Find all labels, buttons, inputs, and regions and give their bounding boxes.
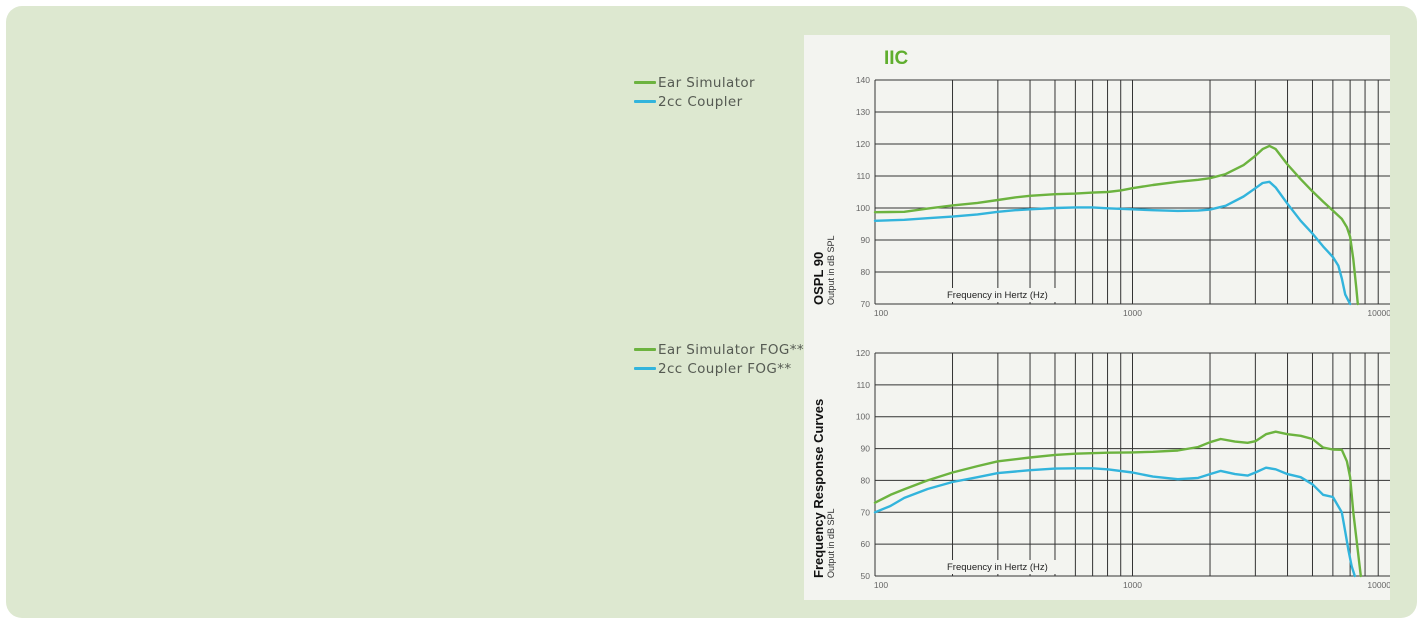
y-tick-label: 140 bbox=[856, 75, 870, 85]
x-axis-label: Frequency in Hertz (Hz) bbox=[947, 290, 1048, 301]
legend-label: 2cc Coupler bbox=[658, 93, 743, 110]
legend-swatch-green bbox=[634, 81, 656, 84]
top-chart-ylabel: Output in dB SPL bbox=[826, 235, 836, 305]
y-tick-label: 70 bbox=[861, 299, 871, 309]
legend-swatch-blue bbox=[634, 367, 656, 370]
legend-label: Ear Simulator bbox=[658, 74, 755, 91]
y-tick-label: 50 bbox=[861, 571, 871, 581]
series-line-blue bbox=[873, 180, 1352, 306]
top-chart-axis-title: OSPL 90 Output in dB SPL bbox=[811, 235, 837, 305]
x-tick-label: 10000 bbox=[1367, 580, 1390, 590]
charts-svg: 70 80 90 100 110 120 130 140 100 1000 10000 Frequen… bbox=[856, 75, 1390, 590]
x-tick-label: 1000 bbox=[1123, 308, 1142, 318]
legend-item-ear-simulator: Ear Simulator bbox=[634, 73, 755, 92]
legend-top: Ear Simulator 2cc Coupler bbox=[634, 73, 755, 111]
y-tick-label: 110 bbox=[856, 171, 870, 181]
legend-item-2cc-coupler-fog: 2cc Coupler FOG** bbox=[634, 359, 804, 378]
legend-label: 2cc Coupler FOG** bbox=[658, 360, 792, 377]
y-tick-label: 130 bbox=[856, 107, 870, 117]
legend-item-2cc-coupler: 2cc Coupler bbox=[634, 92, 755, 111]
x-tick-label: 1000 bbox=[1123, 580, 1142, 590]
x-axis-label-bg bbox=[941, 288, 1067, 302]
bottom-chart-ylabel: Output in dB SPL bbox=[826, 508, 836, 578]
bottom-chart-title: Frequency Response Curves bbox=[811, 398, 826, 578]
legend-swatch-blue bbox=[634, 100, 656, 103]
legend-label: Ear Simulator FOG** bbox=[658, 341, 805, 358]
y-tick-label: 100 bbox=[856, 203, 870, 213]
series-line-blue bbox=[873, 466, 1356, 578]
y-tick-label: 70 bbox=[861, 507, 871, 517]
y-tick-label: 110 bbox=[856, 380, 870, 390]
y-tick-label: 120 bbox=[856, 139, 870, 149]
x-tick-label: 100 bbox=[874, 308, 888, 318]
top-chart-title: OSPL 90 bbox=[811, 251, 826, 305]
y-tick-label: 60 bbox=[861, 539, 871, 549]
bottom-chart-axis-title: Frequency Response Curves Output in dB S… bbox=[811, 398, 837, 578]
y-tick-label: 80 bbox=[861, 267, 871, 277]
x-tick-label: 100 bbox=[874, 580, 888, 590]
y-tick-label: 120 bbox=[856, 348, 870, 358]
model-title: IIC bbox=[884, 48, 909, 69]
y-tick-label: 80 bbox=[861, 475, 871, 485]
legend-swatch-green bbox=[634, 348, 656, 351]
chart-area: 70 80 90 100 110 120 130 140 100 1000 10000 Frequen… bbox=[804, 35, 1390, 600]
series-line-green bbox=[873, 430, 1362, 578]
y-tick-label: 90 bbox=[861, 235, 871, 245]
legend-bottom: Ear Simulator FOG** 2cc Coupler FOG** bbox=[634, 340, 804, 378]
y-tick-label: 90 bbox=[861, 444, 871, 454]
y-tick-label: 100 bbox=[856, 412, 870, 422]
x-axis-label: Frequency in Hertz (Hz) bbox=[947, 562, 1048, 573]
legend-item-ear-simulator-fog: Ear Simulator FOG** bbox=[634, 340, 804, 359]
series-line-green bbox=[873, 144, 1359, 306]
x-axis-label-bg bbox=[941, 560, 1067, 574]
x-tick-label: 10000 bbox=[1367, 308, 1390, 318]
